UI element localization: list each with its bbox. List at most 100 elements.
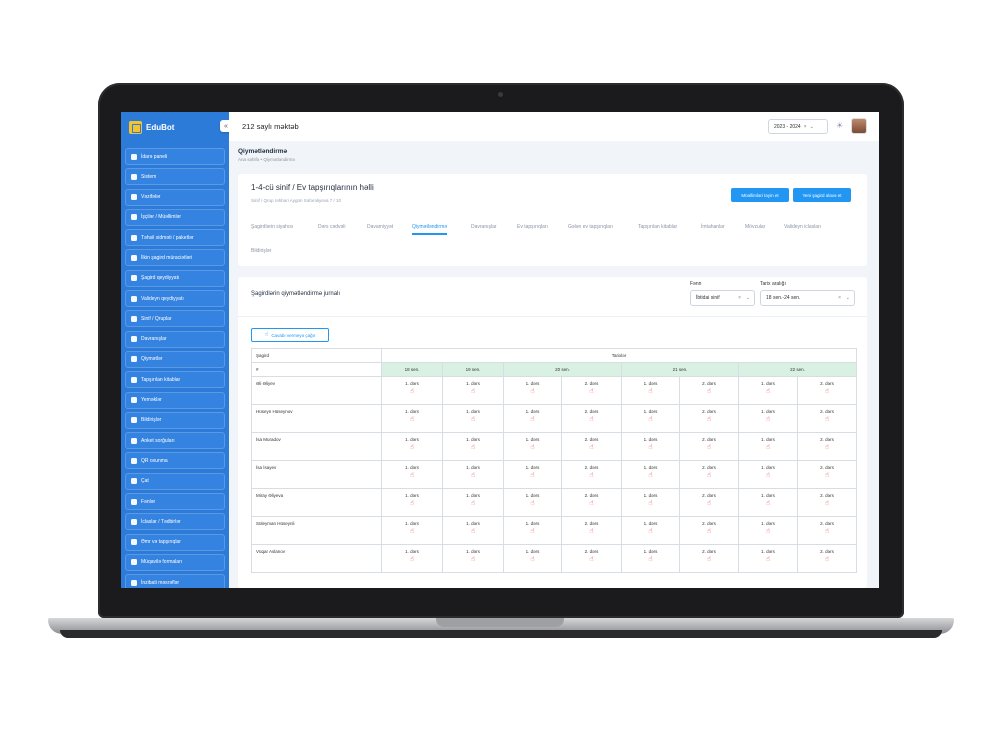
grade-cell[interactable]: 2. dərs ☝ [561,544,622,573]
grade-cell[interactable]: 2. dərs ☝ [561,432,622,461]
grade-cell[interactable]: 1. dərs ☝ [621,432,680,461]
grade-cell[interactable]: 1. dərs ☝ [503,376,562,405]
tab-notifications[interactable]: Bildirişlər [251,248,272,254]
hand-icon[interactable]: ☝ [409,416,415,423]
hand-icon[interactable]: ☝ [824,388,830,395]
tab-parent-meetings[interactable]: Valideyn iclasları [784,224,822,230]
hand-icon[interactable]: ☝ [409,500,415,507]
hand-icon[interactable]: ☝ [706,388,712,395]
grade-cell[interactable]: 2. dərs ☝ [679,544,739,573]
hand-icon[interactable]: ☝ [765,388,771,395]
sidebar-item-meals[interactable]: Yeməklər [125,391,225,409]
grade-cell[interactable]: 1. dərs ☝ [381,376,443,405]
sidebar-item-behaviors[interactable]: Davranışlar [125,330,225,348]
add-student-button[interactable]: Yeni şagird əlavə et [793,188,851,202]
hand-icon[interactable]: ☝ [824,472,830,479]
subject-select[interactable]: İbtidai sinif × ⌄ [690,290,755,306]
grade-cell[interactable]: 1. dərs ☝ [503,516,562,545]
grade-cell[interactable]: 1. dərs ☝ [738,404,798,433]
grade-cell[interactable]: 2. dərs ☝ [561,488,622,517]
grade-cell[interactable]: 2. dərs ☝ [796,404,858,433]
hand-icon[interactable]: ☝ [530,416,535,423]
grade-cell[interactable]: 2. dərs ☝ [679,432,739,461]
grade-cell[interactable]: 1. dərs ☝ [381,432,443,461]
year-clear-icon[interactable]: × [803,123,807,130]
hand-icon[interactable]: ☝ [706,416,712,423]
grade-cell[interactable]: 1. dərs ☝ [381,544,443,573]
sidebar-item-packages[interactable]: Təhsil xidməti / paketlər [125,229,225,247]
avatar[interactable] [851,118,867,134]
hand-icon[interactable]: ☝ [589,500,594,507]
grade-cell[interactable]: 1. dərs ☝ [442,544,504,573]
tab-attendance[interactable]: Davamiyyət [367,224,394,230]
hand-icon[interactable]: ☝ [824,416,830,423]
grade-cell[interactable]: 1. dərs ☝ [381,516,443,545]
grade-cell[interactable]: 1. dərs ☝ [621,516,680,545]
hand-icon[interactable]: ☝ [470,388,476,395]
sidebar-item-meetings[interactable]: İclaslar / Tədbirlər [125,513,225,531]
grade-cell[interactable]: 2. dərs ☝ [679,488,739,517]
sidebar-item-positions[interactable]: Vəzifələr [125,188,225,206]
grade-cell[interactable]: 1. dərs ☝ [738,488,798,517]
hand-icon[interactable]: ☝ [409,444,415,451]
hand-icon[interactable]: ☝ [824,500,830,507]
hand-icon[interactable]: ☝ [706,500,712,507]
grade-cell[interactable]: 1. dərs ☝ [442,404,504,433]
sidebar-item-chat[interactable]: Çat [125,472,225,490]
hand-icon[interactable]: ☝ [409,528,415,535]
grade-cell[interactable]: 1. dərs ☝ [503,460,562,489]
sidebar-item-surveys[interactable]: Anket sorğuları [125,432,225,450]
tab-books[interactable]: Tapşırılan kitablar [638,224,678,230]
hand-icon[interactable]: ☝ [765,556,771,563]
hand-icon[interactable]: ☝ [648,472,653,479]
sidebar-item-staff[interactable]: İşçilər / Müəllimlər [125,208,225,226]
hand-icon[interactable]: ☝ [706,472,712,479]
hand-icon[interactable]: ☝ [765,500,771,507]
hand-icon[interactable]: ☝ [824,556,830,563]
grade-cell[interactable]: 2. dərs ☝ [561,376,622,405]
hand-icon[interactable]: ☝ [470,416,476,423]
hand-icon[interactable]: ☝ [648,416,653,423]
hand-icon[interactable]: ☝ [409,388,415,395]
hand-icon[interactable]: ☝ [648,528,653,535]
clear-icon[interactable]: × [738,295,741,301]
hand-icon[interactable]: ☝ [470,472,476,479]
grade-cell[interactable]: 2. dərs ☝ [561,404,622,433]
hand-icon[interactable]: ☝ [589,388,594,395]
grade-cell[interactable]: 1. dərs ☝ [442,460,504,489]
grade-cell[interactable]: 2. dərs ☝ [796,516,858,545]
grade-cell[interactable]: 1. dərs ☝ [621,460,680,489]
hand-icon[interactable]: ☝ [765,528,771,535]
grade-cell[interactable]: 1. dərs ☝ [503,544,562,573]
tab-incoming-homework[interactable]: Gələn ev tapşırıqları [568,224,614,230]
hand-icon[interactable]: ☝ [409,556,415,563]
grade-cell[interactable]: 2. dərs ☝ [796,488,858,517]
sidebar-item-expenses[interactable]: İnzibati məsrəflər [125,574,225,588]
hand-icon[interactable]: ☝ [706,556,712,563]
tab-behaviors[interactable]: Davranışlar [471,224,497,230]
tab-homework[interactable]: Ev tapşırıqları [517,224,548,230]
hand-icon[interactable]: ☝ [470,556,476,563]
sidebar-item-applications[interactable]: İlkin şagird müraciətləri [125,249,225,267]
grade-cell[interactable]: 2. dərs ☝ [796,544,858,573]
grade-cell[interactable]: 1. dərs ☝ [442,376,504,405]
hand-icon[interactable]: ☝ [589,556,594,563]
grade-cell[interactable]: 2. dərs ☝ [796,432,858,461]
hand-icon[interactable]: ☝ [648,500,653,507]
tab-students[interactable]: Şagirdlərin siyahısı [251,224,294,230]
grade-cell[interactable]: 1. dərs ☝ [442,488,504,517]
hand-icon[interactable]: ☝ [706,528,712,535]
sidebar-item-notifications[interactable]: Bildirişlər [125,411,225,429]
grade-cell[interactable]: 2. dərs ☝ [679,376,739,405]
hand-icon[interactable]: ☝ [530,528,535,535]
grade-cell[interactable]: 2. dərs ☝ [796,460,858,489]
grade-cell[interactable]: 2. dərs ☝ [679,516,739,545]
assign-teachers-button[interactable]: Müəllimləri təyin et [731,188,789,202]
grade-cell[interactable]: 1. dərs ☝ [381,460,443,489]
grade-cell[interactable]: 2. dərs ☝ [679,460,739,489]
sidebar-item-grades[interactable]: Qiymətlər [125,350,225,368]
hand-icon[interactable]: ☝ [589,416,594,423]
grade-cell[interactable]: 1. dərs ☝ [738,516,798,545]
sidebar-item-student-registration[interactable]: Şagird qeydiyyatı [125,269,225,287]
grade-cell[interactable]: 1. dərs ☝ [738,544,798,573]
